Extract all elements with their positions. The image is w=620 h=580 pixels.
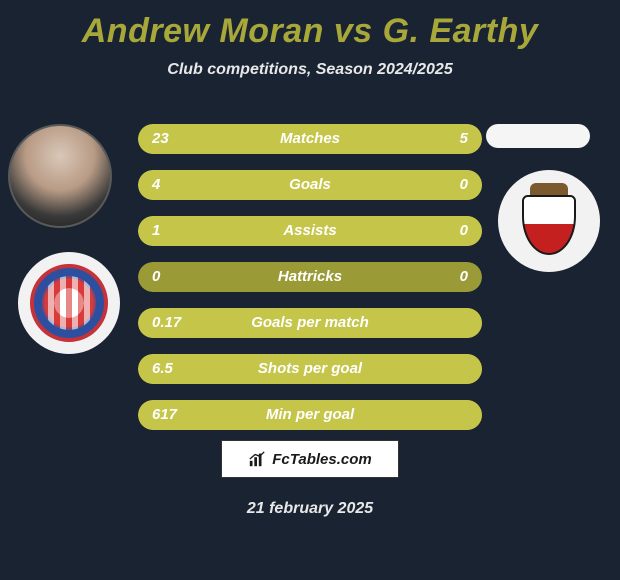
subtitle: Club competitions, Season 2024/2025: [0, 61, 620, 79]
player-left-avatar: [8, 124, 112, 228]
stat-label: Assists: [138, 216, 482, 246]
bristol-city-crest-icon: [516, 183, 582, 259]
stat-label: Goals: [138, 170, 482, 200]
stat-row: 00Hattricks: [138, 262, 482, 292]
stoke-city-crest-icon: [30, 264, 108, 342]
stat-row: 235Matches: [138, 124, 482, 154]
stat-label: Min per goal: [138, 400, 482, 430]
page-title: Andrew Moran vs G. Earthy: [0, 0, 620, 51]
stat-label: Shots per goal: [138, 354, 482, 384]
stat-row: 617Min per goal: [138, 400, 482, 430]
stat-row: 40Goals: [138, 170, 482, 200]
player-right-club-crest: [498, 170, 600, 272]
stat-row: 0.17Goals per match: [138, 308, 482, 338]
player-right-avatar: [486, 124, 590, 148]
brand-text: FcTables.com: [272, 451, 371, 468]
stat-row: 10Assists: [138, 216, 482, 246]
stat-label: Matches: [138, 124, 482, 154]
date-label: 21 february 2025: [0, 500, 620, 518]
stat-row: 6.5Shots per goal: [138, 354, 482, 384]
chart-icon: [248, 450, 266, 468]
player-left-club-crest: [18, 252, 120, 354]
stat-label: Hattricks: [138, 262, 482, 292]
stats-comparison: 235Matches 40Goals 10Assists 00Hattricks 0.1…: [138, 124, 482, 446]
brand-badge: FcTables.com: [221, 440, 399, 478]
stat-label: Goals per match: [138, 308, 482, 338]
